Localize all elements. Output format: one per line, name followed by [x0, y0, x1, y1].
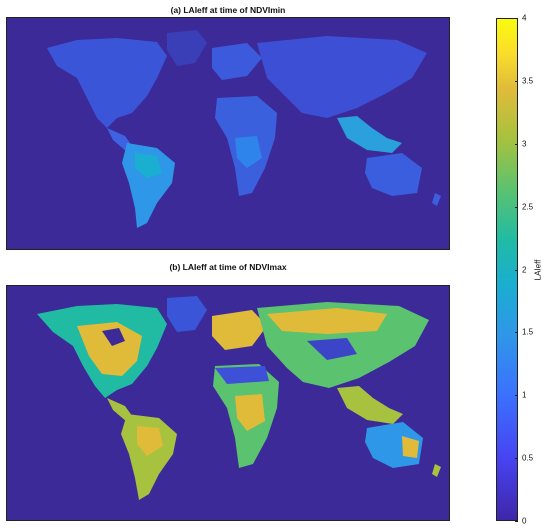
australia-region	[365, 153, 422, 196]
south-america-region	[121, 414, 177, 500]
colorbar-tick-mark	[515, 269, 518, 271]
europe-region	[212, 310, 267, 350]
asia-region	[257, 36, 427, 118]
colorbar-tick-mark	[515, 332, 518, 334]
panel-b-title: (b) LAIeff at time of NDVImax	[169, 262, 287, 272]
colorbar-tick-label: 1.5	[522, 327, 534, 337]
colorbar-tick-label: 2.5	[522, 202, 534, 212]
map-panel-b	[6, 285, 450, 521]
north-america-region	[47, 38, 167, 128]
colorbar-tick-mark	[515, 521, 518, 522]
colorbar-tick-mark	[515, 80, 518, 82]
panel-a-title: (a) LAIeff at time of NDVImin	[170, 5, 286, 15]
world-map-max	[37, 296, 441, 500]
colorbar-tick-label: 1	[522, 390, 527, 400]
map-panel-a	[6, 17, 450, 250]
colorbar-tick-mark	[515, 395, 518, 397]
colorbar-tick-mark	[515, 206, 518, 208]
colorbar-tick-mark	[515, 458, 518, 460]
colorbar-tick-label: 0.5	[522, 453, 534, 463]
colorbar-tick-label: 3.5	[522, 76, 534, 86]
colorbar-tick-label: 3	[522, 139, 527, 149]
colorbar-tick-label: 0	[522, 516, 527, 526]
europe-region	[212, 43, 262, 80]
colorbar-label: LAIeff	[533, 259, 543, 281]
colorbar-tick-label: 4	[522, 13, 527, 23]
colorbar-tick-mark	[515, 18, 518, 19]
southeast-asia-region	[337, 116, 402, 153]
colorbar-tick-label: 2	[522, 265, 527, 274]
southeast-asia-region	[337, 386, 403, 424]
greenland-region	[167, 296, 207, 332]
greenland-region	[167, 30, 207, 66]
world-map-min	[47, 30, 441, 228]
colorbar-tick-mark	[515, 143, 518, 145]
